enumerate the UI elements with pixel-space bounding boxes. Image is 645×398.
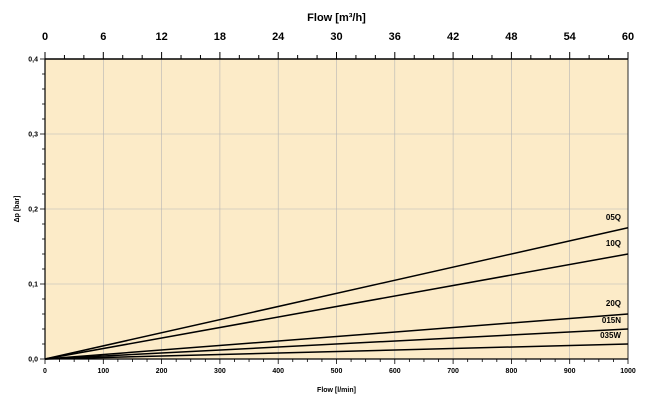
x-axis-tick-label: 300: [214, 368, 226, 375]
x-axis-tick-label: 100: [97, 368, 109, 375]
x-axis-tick-label: 200: [156, 368, 168, 375]
top-axis-tick-labels: 0 6 12 18 24 30 36 42 48 54 60: [42, 31, 634, 43]
series-label-05q: 05Q: [606, 213, 621, 222]
series-lines: [44, 227, 629, 360]
y-axis-tick-label: 0,2: [28, 207, 38, 214]
top-axis-tick-label: 18: [214, 31, 226, 43]
series-label-10q: 10Q: [606, 239, 621, 248]
series-labels: 05Q 10Q 20Q 015N 035W: [600, 213, 621, 340]
top-axis-tick-label: 60: [622, 31, 634, 43]
top-axis-title: Flow [m³/h]: [307, 12, 366, 24]
y-axis-tick-label: 0,0: [28, 357, 38, 364]
x-axis-tick-label: 700: [447, 368, 459, 375]
top-axis-tick-label: 54: [564, 31, 577, 43]
series-line-20q: [44, 313, 629, 360]
top-axis-tick-label: 36: [389, 31, 401, 43]
series-line-015n: [44, 328, 629, 360]
x-axis-tick-label: 500: [331, 368, 343, 375]
top-axis-tick-label: 12: [155, 31, 167, 43]
x-axis-title: Flow [l/min]: [317, 387, 356, 394]
top-axis-tick-label: 0: [42, 31, 48, 43]
series-line-10q: [44, 253, 629, 360]
series-label-20q: 20Q: [606, 299, 621, 308]
top-axis-tick-label: 48: [505, 31, 517, 43]
x-axis-tick-label: 600: [389, 368, 401, 375]
top-axis-tick-label: 24: [272, 31, 285, 43]
top-axis-tick-label: 6: [100, 31, 106, 43]
x-axis-tick-label: 1000: [620, 368, 636, 375]
x-axis-tick-label: 0: [43, 368, 47, 375]
series-line-05q: [44, 227, 629, 360]
series-label-035w: 035W: [600, 331, 621, 340]
top-axis-tick-label: 42: [447, 31, 459, 43]
x-axis-tick-label: 800: [506, 368, 518, 375]
series-label-015n: 015N: [602, 316, 621, 325]
y-axis-tick-label: 0,3: [28, 132, 38, 139]
series-line-035w: [44, 343, 629, 360]
bottom-axis-tick-labels: 0 100 200 300 400 500 600 700 800 900 1000: [43, 368, 636, 375]
axes: [40, 52, 629, 364]
y-axis-tick-labels: 0,0 0,1 0,2 0,3 0,4: [28, 57, 38, 364]
x-axis-tick-label: 400: [272, 368, 284, 375]
x-axis-tick-label: 900: [564, 368, 576, 375]
y-axis-tick-label: 0,1: [28, 282, 38, 289]
y-axis-title: Δp [bar]: [14, 196, 21, 223]
top-axis-tick-label: 30: [330, 31, 342, 43]
y-axis-tick-label: 0,4: [28, 57, 38, 64]
